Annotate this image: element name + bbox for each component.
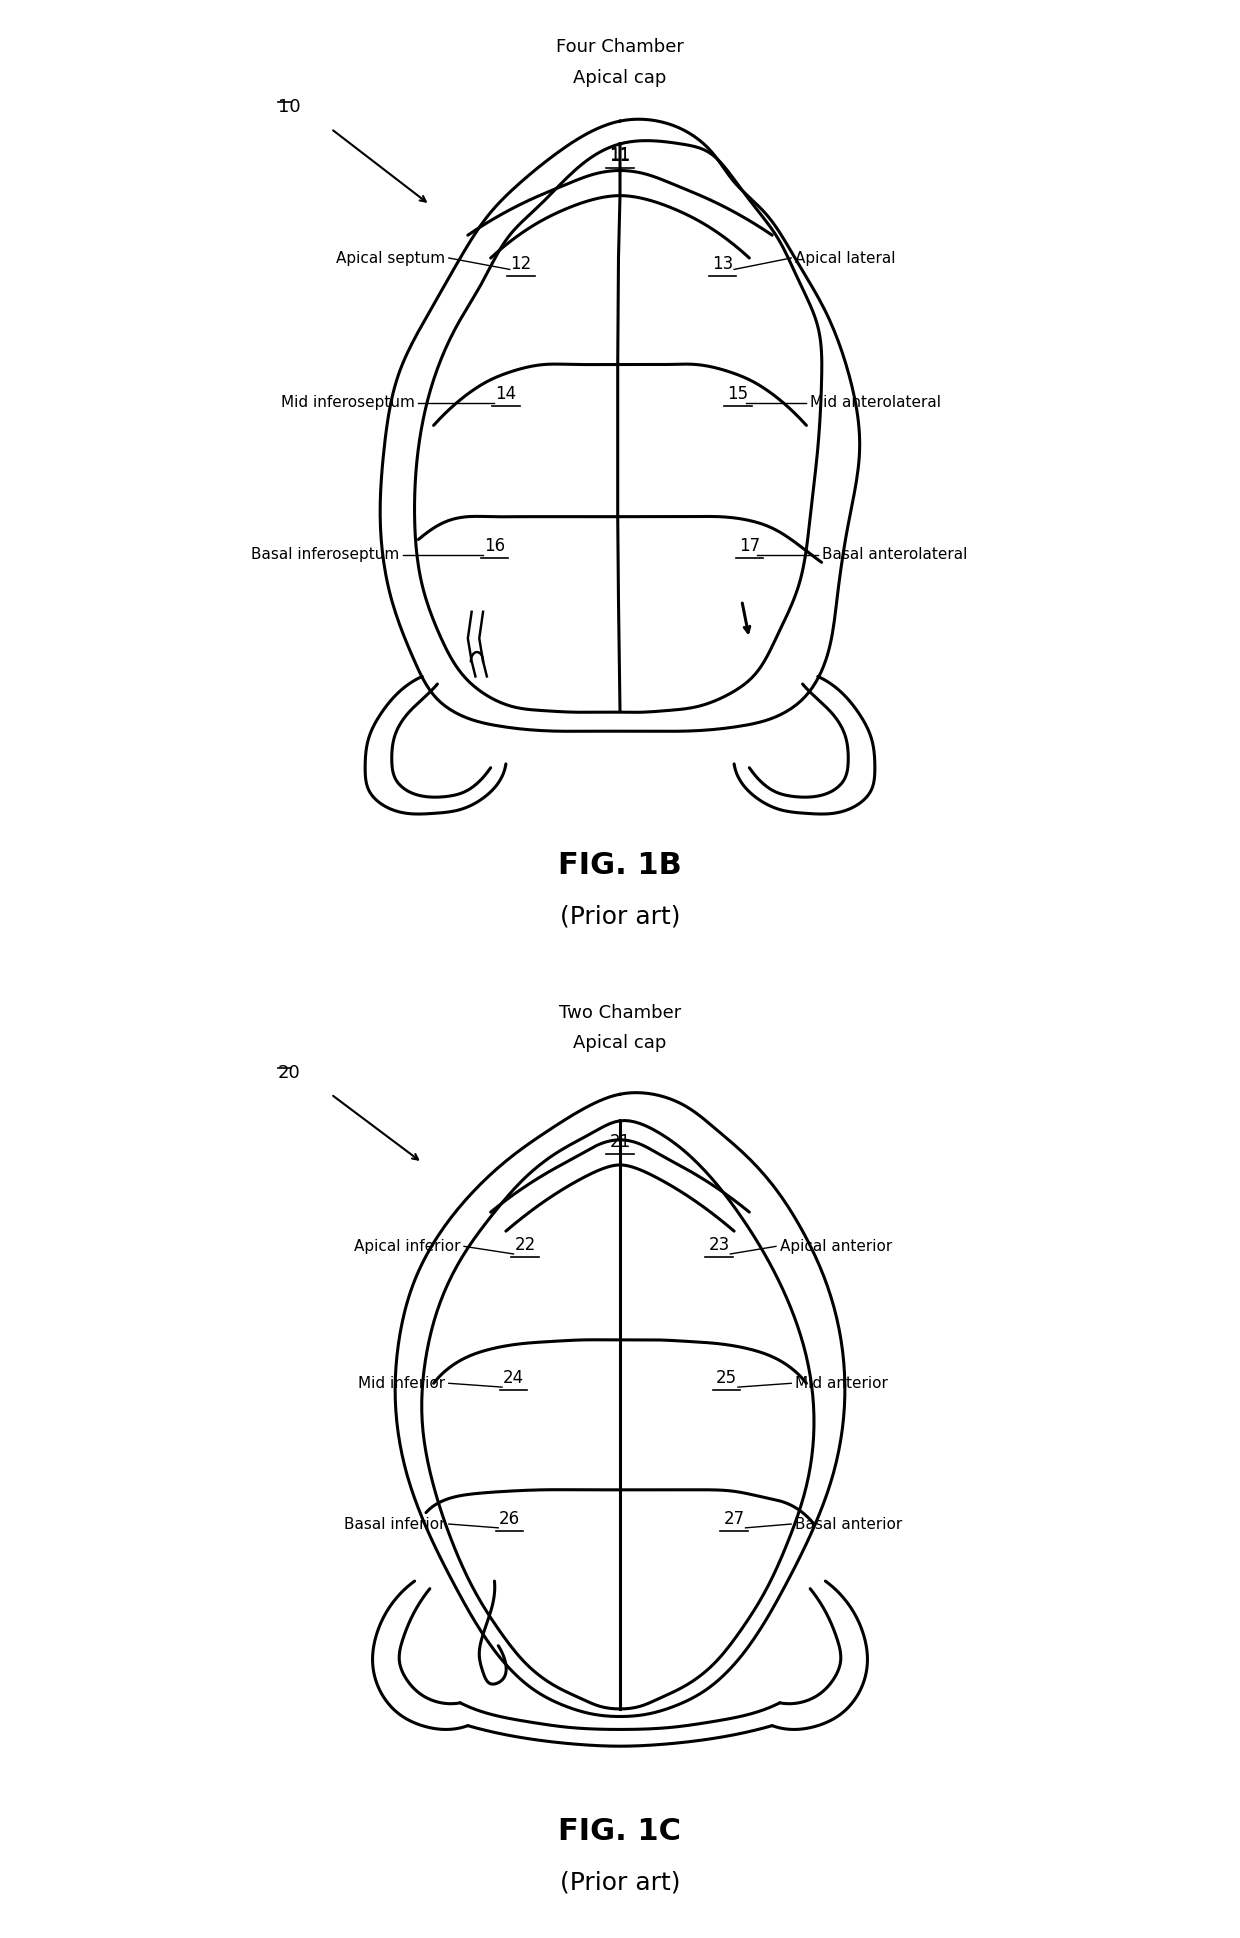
Text: (Prior art): (Prior art) (559, 905, 681, 928)
Text: Basal inferior: Basal inferior (343, 1517, 445, 1531)
Text: Basal anterolateral: Basal anterolateral (822, 547, 967, 562)
Text: 22: 22 (515, 1236, 536, 1254)
Text: 24: 24 (503, 1368, 525, 1388)
Text: Basal inferoseptum: Basal inferoseptum (252, 547, 399, 562)
Text: 16: 16 (484, 537, 505, 554)
Text: 12: 12 (511, 256, 532, 273)
Text: 15: 15 (728, 384, 749, 403)
Text: (Prior art): (Prior art) (559, 1870, 681, 1893)
Text: 26: 26 (500, 1510, 521, 1527)
Text: 10: 10 (278, 99, 300, 116)
Text: Basal anterior: Basal anterior (795, 1517, 903, 1531)
Text: 14: 14 (495, 384, 516, 403)
Text: 23: 23 (708, 1236, 729, 1254)
Text: Mid anterolateral: Mid anterolateral (810, 395, 941, 411)
Text: 25: 25 (715, 1368, 737, 1388)
Text: FIG. 1C: FIG. 1C (558, 1818, 682, 1845)
Text: 11: 11 (609, 145, 631, 165)
Text: Apical lateral: Apical lateral (795, 250, 895, 266)
Text: 13: 13 (712, 256, 733, 273)
Text: Apical inferior: Apical inferior (353, 1238, 460, 1254)
Text: 17: 17 (739, 537, 760, 554)
Text: 27: 27 (724, 1510, 745, 1527)
Text: Apical cap: Apical cap (573, 70, 667, 87)
Text: Apical septum: Apical septum (336, 250, 445, 266)
Text: Mid inferoseptum: Mid inferoseptum (280, 395, 414, 411)
Text: FIG. 1B: FIG. 1B (558, 851, 682, 880)
Text: Apical anterior: Apical anterior (780, 1238, 892, 1254)
Text: Apical cap: Apical cap (573, 1035, 667, 1052)
Text: 21: 21 (609, 1134, 631, 1151)
Text: Mid inferior: Mid inferior (358, 1376, 445, 1391)
Text: 11: 11 (609, 147, 631, 165)
Text: Two Chamber: Two Chamber (559, 1004, 681, 1021)
Text: Four Chamber: Four Chamber (556, 39, 684, 56)
Text: Mid anterior: Mid anterior (795, 1376, 888, 1391)
Text: 20: 20 (278, 1064, 300, 1081)
